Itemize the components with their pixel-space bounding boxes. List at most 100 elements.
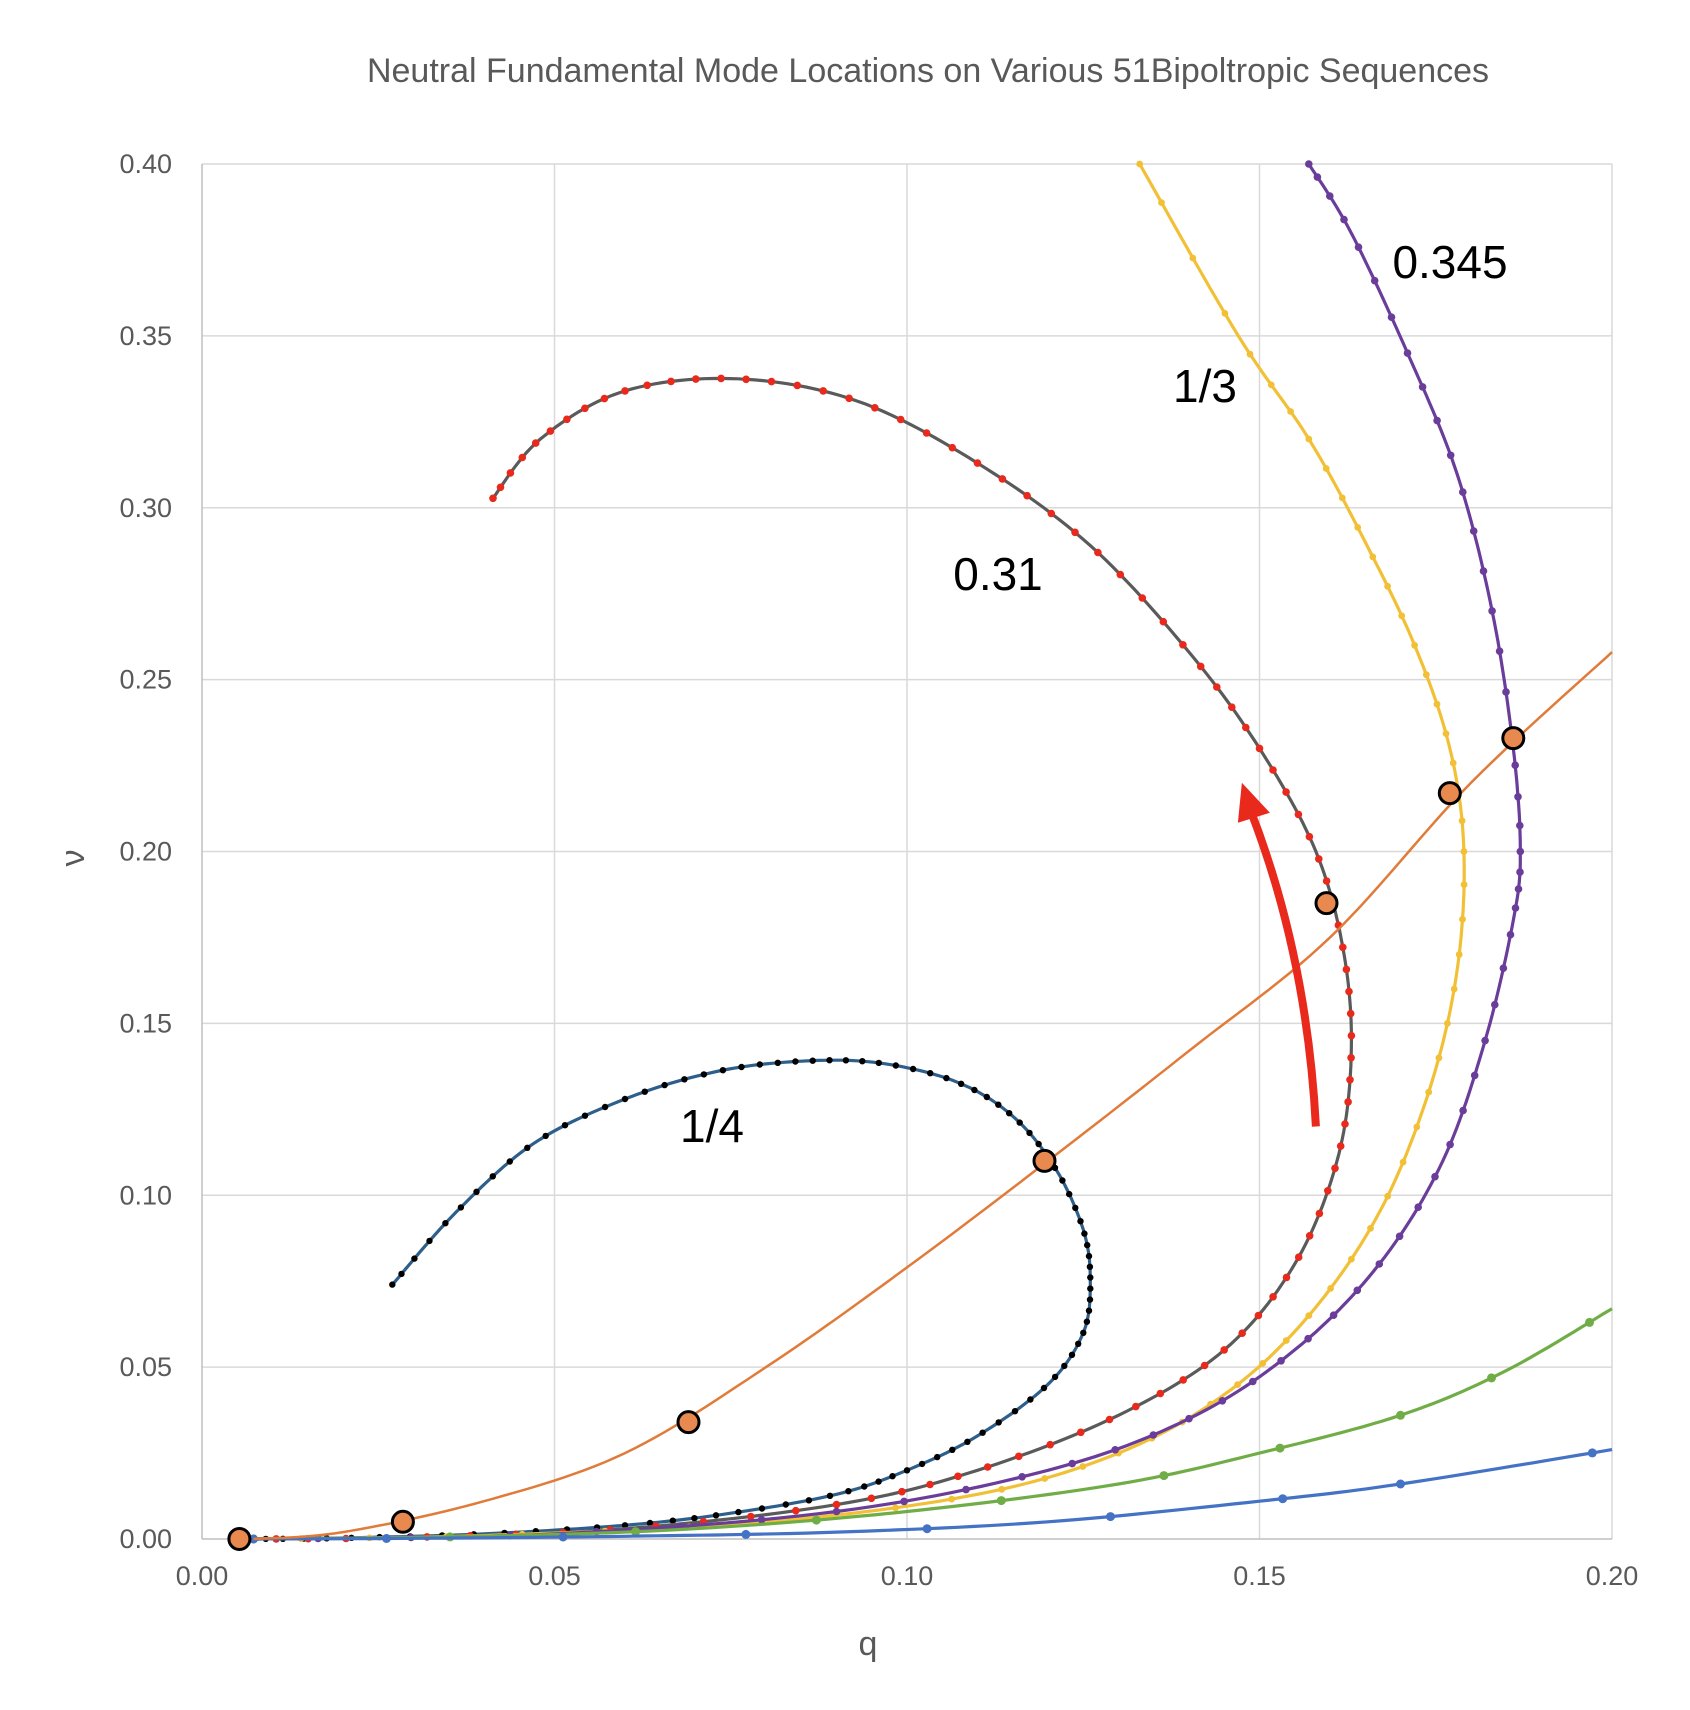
data-point <box>1254 1311 1263 1320</box>
data-point <box>531 439 540 447</box>
data-point <box>738 1063 745 1071</box>
data-point <box>1403 349 1412 357</box>
data-point <box>1041 1475 1049 1482</box>
data-point <box>792 1058 799 1065</box>
data-point <box>1444 1020 1451 1027</box>
data-point <box>1346 1076 1354 1084</box>
data-point <box>398 1270 405 1278</box>
data-point <box>741 1529 751 1539</box>
data-point <box>1085 1252 1093 1260</box>
data-point <box>563 415 571 424</box>
data-point <box>774 1059 781 1067</box>
x-tick-label: 0.05 <box>528 1561 581 1591</box>
data-point <box>1156 1389 1165 1398</box>
data-point <box>1023 491 1031 500</box>
data-point <box>669 1517 676 1524</box>
data-point <box>719 1067 727 1074</box>
data-point <box>1322 465 1330 472</box>
data-point <box>948 443 957 452</box>
data-point <box>922 429 931 437</box>
data-point <box>859 1058 866 1065</box>
data-point <box>892 1062 899 1069</box>
data-point <box>558 1532 568 1542</box>
data-point <box>1327 1285 1334 1292</box>
data-point <box>1506 930 1515 939</box>
data-point <box>983 1463 992 1471</box>
data-point <box>1329 1311 1338 1319</box>
data-point <box>973 459 982 467</box>
data-point <box>758 1505 766 1512</box>
data-point <box>1346 1009 1355 1018</box>
data-point <box>1354 243 1363 251</box>
data-point <box>957 1080 965 1088</box>
data-point <box>1075 1340 1082 1348</box>
data-point <box>757 1516 766 1524</box>
data-point <box>1460 848 1468 855</box>
data-point <box>1287 408 1294 415</box>
data-point <box>1083 1318 1091 1325</box>
data-point <box>1071 528 1079 537</box>
data-point <box>998 1485 1006 1493</box>
data-point <box>1353 1286 1362 1295</box>
data-point <box>496 483 505 492</box>
data-point <box>1502 688 1510 696</box>
data-point <box>691 1515 698 1522</box>
data-point <box>1469 527 1478 535</box>
data-point <box>1059 1177 1066 1184</box>
data-point <box>1345 987 1353 996</box>
data-point <box>1282 1273 1291 1282</box>
data-point <box>1511 761 1519 769</box>
data-point <box>1221 310 1229 317</box>
data-point <box>1367 1224 1374 1232</box>
data-point <box>621 1522 629 1529</box>
y-tick-label: 0.05 <box>119 1352 172 1382</box>
data-point <box>1079 1463 1087 1470</box>
data-point <box>1338 494 1346 502</box>
data-point <box>473 1188 480 1196</box>
data-point <box>1459 1106 1467 1115</box>
data-point <box>1278 1494 1288 1504</box>
data-point <box>1587 1448 1597 1458</box>
data-point <box>954 1472 962 1481</box>
data-point <box>867 1494 876 1503</box>
data-point <box>1242 723 1250 732</box>
data-point <box>832 1500 841 1509</box>
series-label-0-31: 0.31 <box>953 548 1043 600</box>
data-point <box>922 1524 932 1534</box>
data-point <box>1425 1088 1433 1096</box>
data-point <box>1220 1346 1228 1354</box>
data-point <box>1077 1428 1085 1437</box>
data-point <box>1040 1384 1048 1392</box>
data-point <box>1305 1312 1313 1319</box>
y-tick-label: 0.10 <box>119 1180 172 1210</box>
series-line-orange-line <box>253 651 1613 1541</box>
data-point <box>983 1093 990 1101</box>
x-tick-label: 0.00 <box>176 1561 229 1591</box>
data-point <box>1051 1373 1059 1381</box>
data-point <box>875 1478 882 1485</box>
data-point <box>1418 383 1427 391</box>
data-point <box>700 1071 708 1078</box>
data-point <box>1282 1337 1290 1344</box>
data-point <box>1315 855 1323 863</box>
data-point <box>1026 1129 1033 1137</box>
y-tick-label: 0.25 <box>119 665 172 695</box>
y-tick-label: 0.20 <box>119 837 172 867</box>
data-point <box>1414 1203 1422 1211</box>
data-point <box>1442 730 1450 737</box>
data-point <box>1411 641 1418 649</box>
data-point <box>489 494 497 503</box>
data-point <box>411 1255 418 1262</box>
data-point <box>1341 1120 1349 1128</box>
data-point <box>1326 192 1334 200</box>
data-point <box>826 1492 834 1500</box>
data-point <box>581 404 589 413</box>
data-point <box>943 1074 950 1082</box>
chart-title: Neutral Fundamental Mode Locations on Va… <box>367 52 1489 90</box>
data-point <box>971 1086 978 1094</box>
data-point <box>1491 1000 1499 1009</box>
data-point <box>934 1453 941 1461</box>
data-point <box>1116 570 1125 579</box>
data-point <box>735 1508 742 1516</box>
data-point <box>1495 647 1504 655</box>
